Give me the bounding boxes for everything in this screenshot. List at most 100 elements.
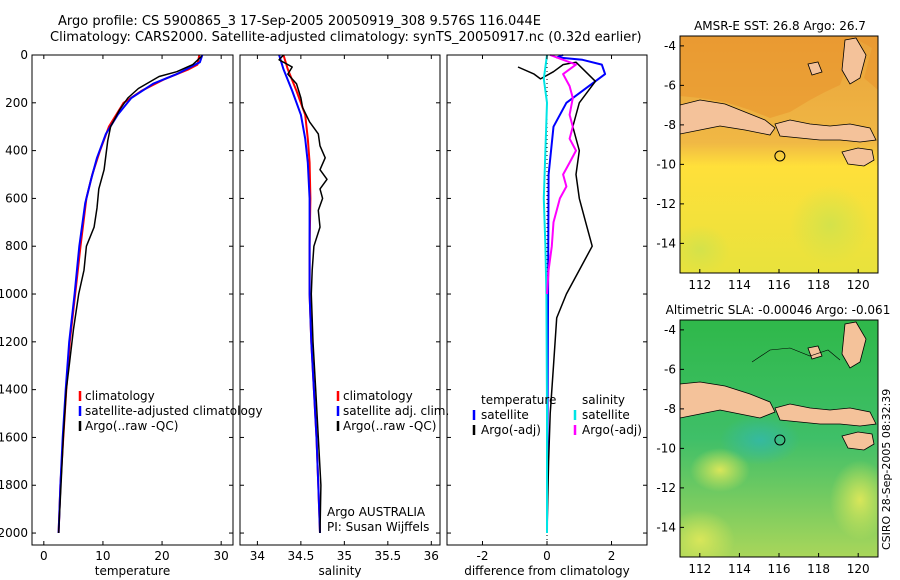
sst-land-sulawesi [841,37,867,85]
plot-frame [31,54,234,546]
x-tick-label: 20 [154,549,169,563]
y-tick-label: 0 [20,48,28,62]
legend-label: satellite adj. clim. [343,404,449,418]
sst-land-nusa-tenggara [774,119,877,143]
map-x-tick-label: 118 [807,562,830,576]
x-axis-label: difference from climatology [464,564,630,578]
sla-map: Altimetric SLA: -0.00046 Argo: -0.061 11… [656,303,890,576]
map-y-tick-label: -14 [656,236,676,250]
map-x-tick-label: 116 [768,562,791,576]
series-line [57,55,203,534]
series-line [282,54,321,534]
sst-cool-patch [790,185,870,265]
x-tick-label: 0 [40,549,48,563]
x-tick-label: 35 [337,549,352,563]
map-y-tick-label: -10 [656,157,676,171]
profile-location-marker [774,434,786,446]
sla-depth-contour [751,347,841,363]
y-tick-label: 2000 [0,526,28,540]
legend-label: climatology [343,389,413,403]
sla-low-patch [720,415,800,465]
series-line [542,54,548,533]
map-y-tick-label: -6 [664,78,676,92]
x-axis-label: salinity [318,564,361,578]
map-y-tick-label: -4 [664,39,676,53]
series-line [278,54,321,534]
legend-label: satellite [481,408,529,422]
sst-warm-band [680,36,878,118]
series-line [546,54,607,534]
map-x-tick-label: 120 [847,562,870,576]
map-y-tick-label: -10 [656,441,676,455]
map-y-tick-label: -12 [656,197,676,211]
sla-land-sulawesi [841,321,867,369]
y-tick-label: 800 [5,239,28,253]
y-tick-label: 200 [5,96,28,110]
sla-map-title: Altimetric SLA: -0.00046 Argo: -0.061 [666,303,891,317]
y-tick-label: 600 [5,191,28,205]
y-tick-label: 1400 [0,383,28,397]
sla-high-patch [680,510,735,557]
series-line [57,54,204,534]
map-y-tick-label: -6 [664,362,676,376]
y-tick-label: 1800 [0,478,28,492]
legend-label: temperature [481,393,556,407]
series-line [517,61,597,534]
annotation-label: Argo AUSTRALIA [327,505,426,519]
x-tick-label: 2 [608,549,616,563]
map-y-tick-label: -4 [664,323,676,337]
sst-cool-patch [680,225,730,273]
map-y-tick-label: -8 [664,402,676,416]
sst-map: AMSR-E SST: 26.8 Argo: 26.7 112 114 116 118… [656,19,879,292]
x-tick-label: 30 [214,549,229,563]
sla-land-nusa-tenggara [774,403,877,427]
legend-label: Argo(..raw -QC) [343,419,436,433]
legend-label: Argo(-adj) [582,423,642,437]
map-x-tick-label: 112 [688,278,711,292]
temperature-panel: 0 10 20 30 temperature 0 200 400 600 800 1000 1200 1… [0,48,263,578]
legend-label: Argo(-adj) [481,423,541,437]
x-axis-label: temperature [95,564,170,578]
salinity-panel: 34 34.5 35 35.5 36 salinity climatologysatelli… [239,54,449,578]
figure-title-line2: Climatology: CARS2000. Satellite-adjuste… [50,30,642,45]
legend-label: satellite-adjusted climatology [85,404,263,418]
x-tick-label: 10 [95,549,110,563]
series-line [278,54,328,534]
sst-land-sumba [841,147,875,167]
y-tick-label: 400 [5,144,28,158]
map-x-tick-label: 114 [728,278,751,292]
sst-land-java [680,99,776,136]
map-x-tick-label: 118 [807,278,830,292]
annotation-label: PI: Susan Wijffels [327,520,429,534]
legend-label: climatology [85,389,155,403]
figure-title-line1: Argo profile: CS 5900865_3 17-Sep-2005 2… [58,14,542,29]
y-tick-label: 1000 [0,287,28,301]
plot-frame [239,54,441,546]
legend-label: Argo(..raw -QC) [85,419,178,433]
map-y-tick-label: -14 [656,520,676,534]
sla-high-patch [830,460,878,540]
legend-label: salinity [582,393,625,407]
map-y-tick-label: -8 [664,118,676,132]
map-y-tick-label: -12 [656,481,676,495]
sst-map-title: AMSR-E SST: 26.8 Argo: 26.7 [694,19,866,33]
sla-land-sumba [841,431,875,451]
sla-land-java [680,381,776,419]
series-line [546,54,577,295]
x-tick-label: 35.5 [374,549,401,563]
legend-label: satellite [582,408,630,422]
y-tick-label: 1200 [0,335,28,349]
x-tick-label: 34.5 [288,549,315,563]
map-x-tick-label: 116 [768,278,791,292]
y-tick-label: 1600 [0,430,28,444]
x-tick-label: -2 [476,549,488,563]
map-x-tick-label: 114 [728,562,751,576]
map-x-tick-label: 120 [847,278,870,292]
x-tick-label: 0 [543,549,551,563]
x-tick-label: 34 [250,549,265,563]
series-line [57,54,201,534]
map-x-tick-label: 112 [688,562,711,576]
sst-land-island [807,61,823,76]
